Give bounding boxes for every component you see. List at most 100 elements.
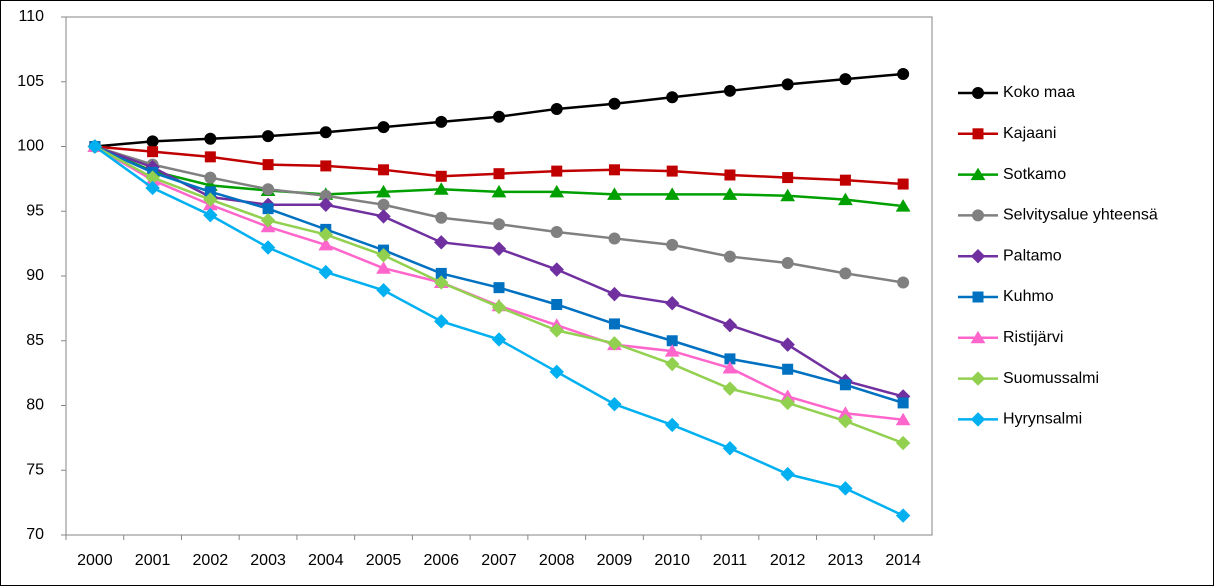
legend-marker <box>970 412 986 427</box>
legend-label: Suomussalmi <box>1003 370 1099 387</box>
legend-label: Kuhmo <box>1003 288 1054 305</box>
legend-marker <box>972 87 984 99</box>
data-point <box>838 481 853 496</box>
data-point <box>664 356 680 372</box>
x-tick-label: 2008 <box>539 552 575 569</box>
data-point <box>493 218 505 231</box>
data-point <box>666 238 679 251</box>
x-tick-label: 2007 <box>481 552 517 569</box>
data-point <box>491 332 507 347</box>
data-point <box>491 241 507 257</box>
legend-label: Kajaani <box>1003 125 1056 142</box>
data-point <box>724 169 736 181</box>
data-point <box>607 286 622 302</box>
legend-label: Ristijärvi <box>1003 329 1063 346</box>
data-point <box>897 178 909 190</box>
data-point <box>551 298 563 310</box>
data-point <box>260 240 276 255</box>
data-point <box>262 130 275 143</box>
data-point <box>839 379 851 391</box>
y-tick-label: 70 <box>26 526 44 543</box>
legend-label: Paltamo <box>1003 247 1062 264</box>
data-point <box>549 323 564 338</box>
data-point <box>203 207 218 223</box>
data-point <box>551 165 563 177</box>
data-point <box>204 171 217 184</box>
data-point <box>895 412 911 426</box>
data-point <box>204 151 216 163</box>
y-tick-label: 90 <box>26 267 44 284</box>
y-tick-label: 95 <box>26 202 44 219</box>
data-point <box>664 417 680 433</box>
data-point <box>780 337 795 352</box>
data-point <box>897 276 910 289</box>
data-point <box>377 198 390 211</box>
legend-marker <box>970 248 986 264</box>
legend-marker <box>972 209 984 222</box>
x-tick-label: 2001 <box>135 552 171 569</box>
data-point <box>146 135 159 148</box>
data-point <box>262 159 274 171</box>
data-point <box>781 257 794 270</box>
data-point <box>608 232 621 245</box>
data-point <box>666 91 679 104</box>
data-point <box>839 174 851 186</box>
data-point <box>723 84 736 97</box>
data-point <box>664 187 680 200</box>
data-point <box>549 364 564 380</box>
y-tick-label: 105 <box>17 73 44 90</box>
data-point <box>550 225 563 238</box>
data-point <box>147 146 159 158</box>
data-point <box>722 381 738 396</box>
data-point <box>839 73 852 86</box>
data-point <box>550 102 563 115</box>
x-tick-label: 2006 <box>423 552 459 569</box>
legend-marker <box>970 330 986 344</box>
data-point <box>145 180 160 196</box>
data-point <box>87 139 103 154</box>
data-point <box>722 187 738 200</box>
data-point <box>897 397 909 409</box>
data-point <box>666 165 678 177</box>
data-point <box>608 318 620 330</box>
data-point <box>376 209 391 224</box>
x-tick-label: 2012 <box>770 552 806 569</box>
data-point <box>434 275 449 290</box>
data-point <box>608 97 621 110</box>
data-point <box>318 197 334 212</box>
legend-label: Selvitysalue yhteensä <box>1003 207 1158 224</box>
x-tick-label: 2013 <box>828 552 864 569</box>
data-point <box>203 192 218 207</box>
data-point <box>549 262 564 277</box>
data-point <box>320 160 332 172</box>
data-point <box>376 248 391 263</box>
data-point <box>435 115 448 128</box>
data-point <box>722 360 738 374</box>
data-point <box>782 172 794 184</box>
data-point <box>838 413 853 429</box>
legend-label: Koko maa <box>1003 84 1075 101</box>
legend-marker <box>972 291 984 303</box>
data-point <box>722 441 738 456</box>
data-point <box>722 318 738 333</box>
data-point <box>433 182 449 195</box>
data-point <box>549 184 565 198</box>
data-point <box>493 110 505 123</box>
data-point <box>376 261 391 274</box>
data-point <box>781 78 794 91</box>
data-point <box>839 267 852 280</box>
data-point <box>664 295 680 311</box>
data-point <box>782 363 794 375</box>
data-point <box>435 170 447 182</box>
data-point <box>262 203 274 215</box>
legend-marker <box>970 167 986 181</box>
data-point <box>491 299 507 315</box>
data-point <box>895 435 911 451</box>
legend-marker <box>972 128 984 140</box>
y-tick-label: 75 <box>26 461 44 478</box>
data-point <box>493 282 505 294</box>
data-point <box>780 466 795 482</box>
data-point <box>377 121 390 134</box>
data-point <box>607 187 622 200</box>
